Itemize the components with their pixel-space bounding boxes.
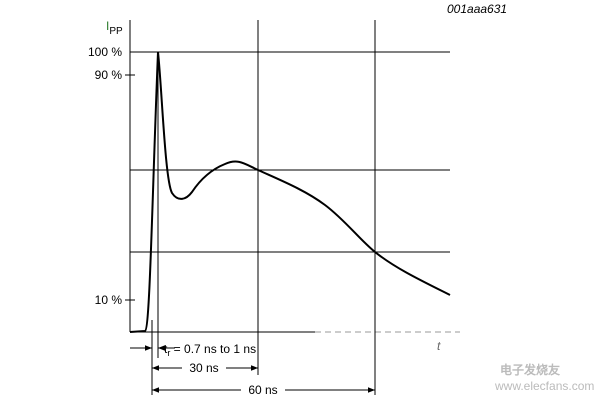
span-label: 30 ns	[189, 361, 218, 375]
y-label: 100 %	[88, 45, 122, 59]
y-label: 10 %	[95, 293, 123, 307]
y-label: 90 %	[95, 68, 123, 82]
label-bg	[241, 383, 285, 397]
waveform	[129, 51, 451, 333]
span-label: 60 ns	[248, 383, 277, 397]
figure-id: 001aaa631	[447, 2, 507, 16]
watermark-url: www.elecfans.com	[494, 379, 594, 393]
x-axis-label: t	[437, 339, 441, 353]
y-axis-label: IPP	[106, 19, 123, 37]
rise-time-label: tr = 0.7 ns to 1 ns	[164, 342, 256, 358]
label-bg	[182, 361, 226, 375]
watermark: 电子发烧友	[500, 362, 560, 377]
